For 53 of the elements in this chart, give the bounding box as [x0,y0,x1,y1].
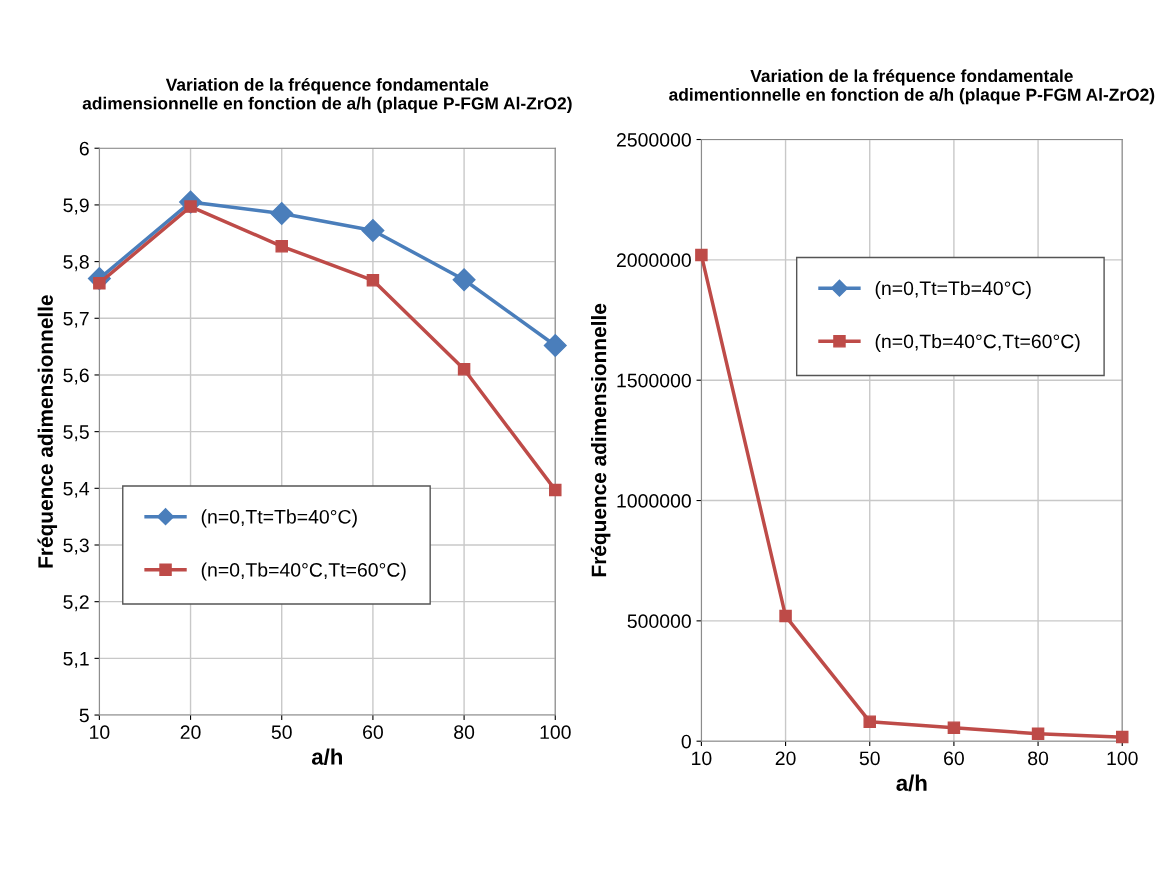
y-tick-label: 5 [79,708,89,723]
point [452,268,476,292]
x-tick-label: 10 [692,751,712,766]
y-axis-title: Fréquence adimensionnelle [590,303,611,577]
x-tick-label: 60 [944,751,964,766]
y-tick-label: 5,7 [63,311,89,328]
y-tick-label: 2000000 [616,253,691,268]
x-tick-label: 100 [540,725,571,740]
legend-label: (n=0,Tb=40°C,Tt=60°C) [875,334,1080,353]
point [1115,730,1129,744]
y-tick-label: 1000000 [617,494,691,508]
y-tick-label: 1500000 [617,373,691,388]
y-tick-label: 5,8 [63,255,89,272]
point [270,201,294,225]
chart-title: Variation de la fréquence fondamentale adimentionnelle en fonction de a/h (plaque P-FGM Al-ZrO2) [669,69,1155,105]
y-tick-label: 5,3 [63,538,89,555]
x-axis-title: a/h [311,748,342,765]
x-tick-label: 60 [363,725,383,740]
legend-label: (n=0,Tt=Tb=40°C) [201,509,357,528]
point [543,333,567,357]
x-tick-label: 100 [1107,751,1138,766]
x-tick-label: 50 [859,751,880,766]
x-tick-label: 80 [454,725,475,740]
y-tick-label: 500000 [627,614,691,629]
point [947,721,961,734]
x-tick-label: 50 [271,725,292,740]
x-tick-label: 20 [775,751,796,766]
x-tick-label: 20 [180,725,201,740]
y-tick-label: 5,2 [63,595,89,612]
point [549,483,562,497]
y-tick-label: 5,4 [63,481,90,498]
point [361,218,385,242]
point [457,363,471,376]
point [1031,727,1045,740]
point [695,248,708,262]
legend-label: (n=0,Tb=40°C,Tt=60°C) [201,562,406,581]
y-tick-label: 6 [79,141,89,156]
y-tick-label: 0 [681,734,691,749]
x-tick-label: 80 [1028,751,1049,766]
point [366,274,380,287]
point [275,240,288,253]
y-axis-title: Fréquence adimensionnelle [37,295,58,568]
point [863,715,876,728]
y-tick-label: 5,5 [63,425,89,442]
y-tick-label: 5,6 [63,368,89,385]
chart-title: Variation de la fréquence fondamentale adimensionnelle en fonction de a/h (plaque P-FGM Al-ZrO2) [82,77,572,113]
legend-label: (n=0,Tt=Tb=40°C) [875,280,1031,299]
x-tick-label: 10 [90,725,110,740]
x-axis-title: a/h [896,774,927,792]
y-tick-label: 5,9 [63,198,89,215]
y-tick-label: 5,1 [63,652,89,668]
point [779,609,792,623]
y-tick-label: 2500000 [616,132,691,147]
